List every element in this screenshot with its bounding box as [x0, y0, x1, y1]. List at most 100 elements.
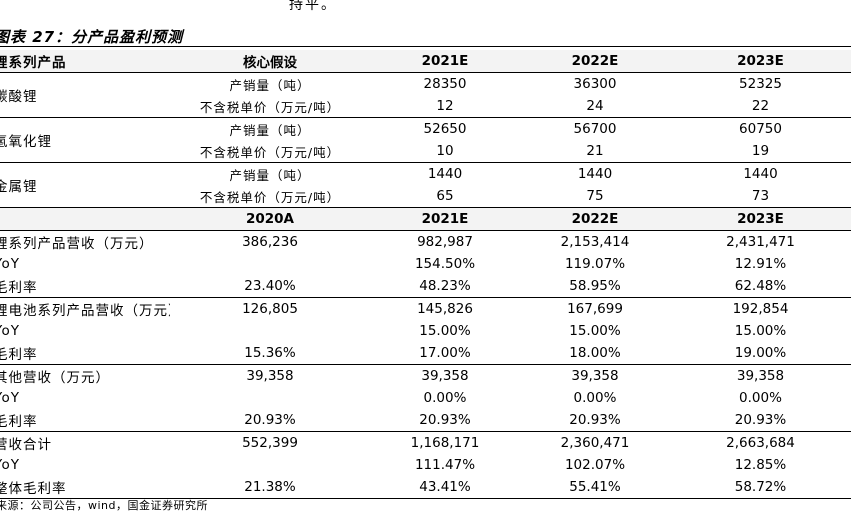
previous-paragraph-fragment: 持平。 [289, 0, 337, 14]
value-cell: 0.00% [370, 387, 520, 409]
value-cell: 12.91% [670, 253, 851, 275]
table-row: 整体毛利率 21.38% 43.41% 55.41% 58.72% [0, 476, 851, 499]
table-row: YoY 111.47% 102.07% 12.85% [0, 454, 851, 476]
value-cell: 2,663,684 [670, 432, 851, 455]
value-cell: 0.00% [520, 387, 670, 409]
row-label: 毛利率 [0, 342, 170, 365]
header-2023e: 2023E [670, 50, 851, 73]
value-cell: 58.72% [670, 476, 851, 499]
value-cell: 102.07% [520, 454, 670, 476]
value-cell: 48.23% [370, 275, 520, 298]
value-cell: 0.00% [670, 387, 851, 409]
value-cell: 15.00% [520, 320, 670, 342]
row-label: YoY [0, 387, 170, 409]
value-cell: 12.85% [670, 454, 851, 476]
assumption-label: 不含税单价（万元/吨） [170, 185, 370, 208]
table-row: 锂系列产品营收（万元） 386,236 982,987 2,153,414 2,431,… [0, 231, 851, 254]
assumption-label: 不含税单价（万元/吨） [170, 140, 370, 163]
value-cell: 55.41% [520, 476, 670, 499]
value-cell: 1440 [370, 163, 520, 186]
value-cell: 39,358 [170, 365, 370, 388]
value-cell: 75 [520, 185, 670, 208]
value-cell: 56700 [520, 118, 670, 141]
value-cell: 982,987 [370, 231, 520, 254]
value-cell: 39,358 [520, 365, 670, 388]
header-y3: 2023E [670, 208, 851, 231]
value-cell: 20.93% [370, 409, 520, 432]
value-cell: 62.48% [670, 275, 851, 298]
value-cell: 1,168,171 [370, 432, 520, 455]
value-cell: 386,236 [170, 231, 370, 254]
table-row: 其他营收（万元） 39,358 39,358 39,358 39,358 [0, 365, 851, 388]
table-row: 毛利率15.36%17.00%18.00%19.00% [0, 342, 851, 365]
value-cell: 126,805 [170, 298, 370, 321]
value-cell [170, 454, 370, 476]
header-row-assumptions: 锂系列产品 核心假设 2021E 2022E 2023E [0, 50, 851, 73]
row-label: YoY [0, 454, 170, 476]
row-label: YoY [0, 253, 170, 275]
value-cell: 154.50% [370, 253, 520, 275]
value-cell: 552,399 [170, 432, 370, 455]
value-cell: 43.41% [370, 476, 520, 499]
table-row: 毛利率 23.40% 48.23% 58.95% 62.48% [0, 275, 851, 298]
value-cell: 111.47% [370, 454, 520, 476]
value-cell [170, 320, 370, 342]
row-label: 营收合计 [0, 432, 170, 455]
table-row: YoY 154.50% 119.07% 12.91% [0, 253, 851, 275]
value-cell: 167,699 [520, 298, 670, 321]
value-cell: 15.00% [670, 320, 851, 342]
value-cell: 19 [670, 140, 851, 163]
value-cell: 145,826 [370, 298, 520, 321]
row-label: 其他营收（万元） [0, 365, 170, 388]
value-cell: 36300 [520, 73, 670, 96]
source-note: 来源：公司公告，wind，国金证券研究所 [0, 497, 208, 513]
value-cell: 21.38% [170, 476, 370, 499]
header-y0: 2020A [170, 208, 370, 231]
value-cell: 10 [370, 140, 520, 163]
row-label: 锂电池系列产品营收（万元） [0, 298, 170, 321]
header-y2: 2022E [520, 208, 670, 231]
value-cell: 20.93% [520, 409, 670, 432]
value-cell: 20.93% [170, 409, 370, 432]
value-cell: 52325 [670, 73, 851, 96]
value-cell: 58.95% [520, 275, 670, 298]
value-cell: 22 [670, 95, 851, 118]
assumption-label: 产销量（吨） [170, 73, 370, 96]
assumption-label: 产销量（吨） [170, 163, 370, 186]
product-name: 金属锂 [0, 163, 170, 208]
table-title: 图表 27：分产品盈利预测 [0, 26, 183, 47]
header-blank [0, 208, 170, 231]
table-row: YoY 15.00% 15.00% 15.00% [0, 320, 851, 342]
value-cell: 23.40% [170, 275, 370, 298]
value-cell: 65 [370, 185, 520, 208]
value-cell [170, 253, 370, 275]
value-cell: 119.07% [520, 253, 670, 275]
table-row: YoY 0.00% 0.00% 0.00% [0, 387, 851, 409]
value-cell: 192,854 [670, 298, 851, 321]
value-cell: 1440 [520, 163, 670, 186]
value-cell [170, 387, 370, 409]
header-y1: 2021E [370, 208, 520, 231]
product-name: 氢氧化锂 [0, 118, 170, 163]
value-cell: 1440 [670, 163, 851, 186]
product-name: 碳酸锂 [0, 73, 170, 118]
value-cell: 28350 [370, 73, 520, 96]
table-row: 毛利率 20.93% 20.93% 20.93% 20.93% [0, 409, 851, 432]
row-label: 锂系列产品营收（万元） [0, 231, 170, 254]
value-cell: 2,360,471 [520, 432, 670, 455]
title-rule [0, 46, 851, 47]
value-cell: 60750 [670, 118, 851, 141]
header-2021e: 2021E [370, 50, 520, 73]
value-cell: 15.36% [170, 342, 370, 365]
value-cell: 12 [370, 95, 520, 118]
header-row-years: 2020A 2021E 2022E 2023E [0, 208, 851, 231]
row-label: 整体毛利率 [0, 476, 170, 499]
assumption-label: 不含税单价（万元/吨） [170, 95, 370, 118]
assumption-label: 产销量（吨） [170, 118, 370, 141]
value-cell: 15.00% [370, 320, 520, 342]
value-cell: 19.00% [670, 342, 851, 365]
value-cell: 2,153,414 [520, 231, 670, 254]
